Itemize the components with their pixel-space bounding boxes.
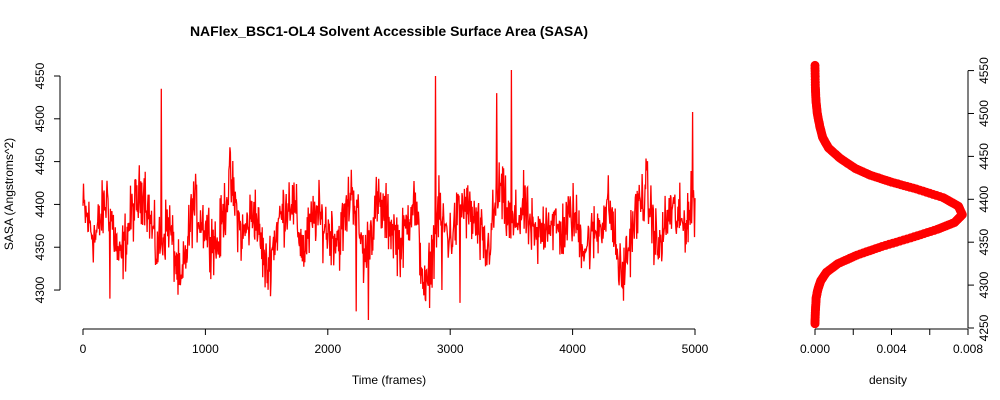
density-y-tick-label: 4500 — [977, 100, 991, 127]
chart-title: NAFlex_BSC1-OL4 Solvent Accessible Surfa… — [190, 23, 588, 39]
density-x-tick-label: 0.000 — [800, 342, 830, 356]
y-tick-label: 4350 — [33, 234, 47, 261]
x-tick-label: 3000 — [437, 342, 464, 356]
x-tick-label: 4000 — [559, 342, 586, 356]
sasa-timeseries-panel: NAFlex_BSC1-OL4 Solvent Accessible Surfa… — [2, 23, 709, 387]
x-axis-label: Time (frames) — [352, 373, 426, 387]
density-point — [810, 60, 820, 70]
density-curve — [810, 60, 967, 329]
x-tick-label: 2000 — [314, 342, 341, 356]
density-y-tick-label: 4450 — [977, 143, 991, 170]
sasa-series-line — [82, 69, 696, 321]
y-tick-label: 4450 — [33, 148, 47, 175]
y-tick-label: 4400 — [33, 191, 47, 218]
density-y-tick-label: 4300 — [977, 271, 991, 298]
density-x-tick-label: 0.004 — [876, 342, 906, 356]
sasa-trace — [82, 69, 696, 321]
y-tick-label: 4300 — [33, 276, 47, 303]
density-x-axis-label: density — [869, 373, 907, 387]
y-tick-label: 4550 — [33, 62, 47, 89]
density-y-tick-label: 4250 — [977, 314, 991, 341]
timeseries-axes: 0 1000 2000 3000 4000 5000 4300 4350 4400 4450 450… — [33, 62, 709, 356]
density-y-tick-label: 4350 — [977, 229, 991, 256]
x-tick-label: 0 — [80, 342, 87, 356]
density-x-tick-label: 0.008 — [953, 342, 983, 356]
y-axis-label: SASA (Angstroms^2) — [2, 138, 16, 250]
density-y-tick-label: 4550 — [977, 57, 991, 84]
x-tick-label: 5000 — [682, 342, 709, 356]
x-tick-label: 1000 — [192, 342, 219, 356]
y-tick-label: 4500 — [33, 105, 47, 132]
density-y-tick-label: 4400 — [977, 186, 991, 213]
